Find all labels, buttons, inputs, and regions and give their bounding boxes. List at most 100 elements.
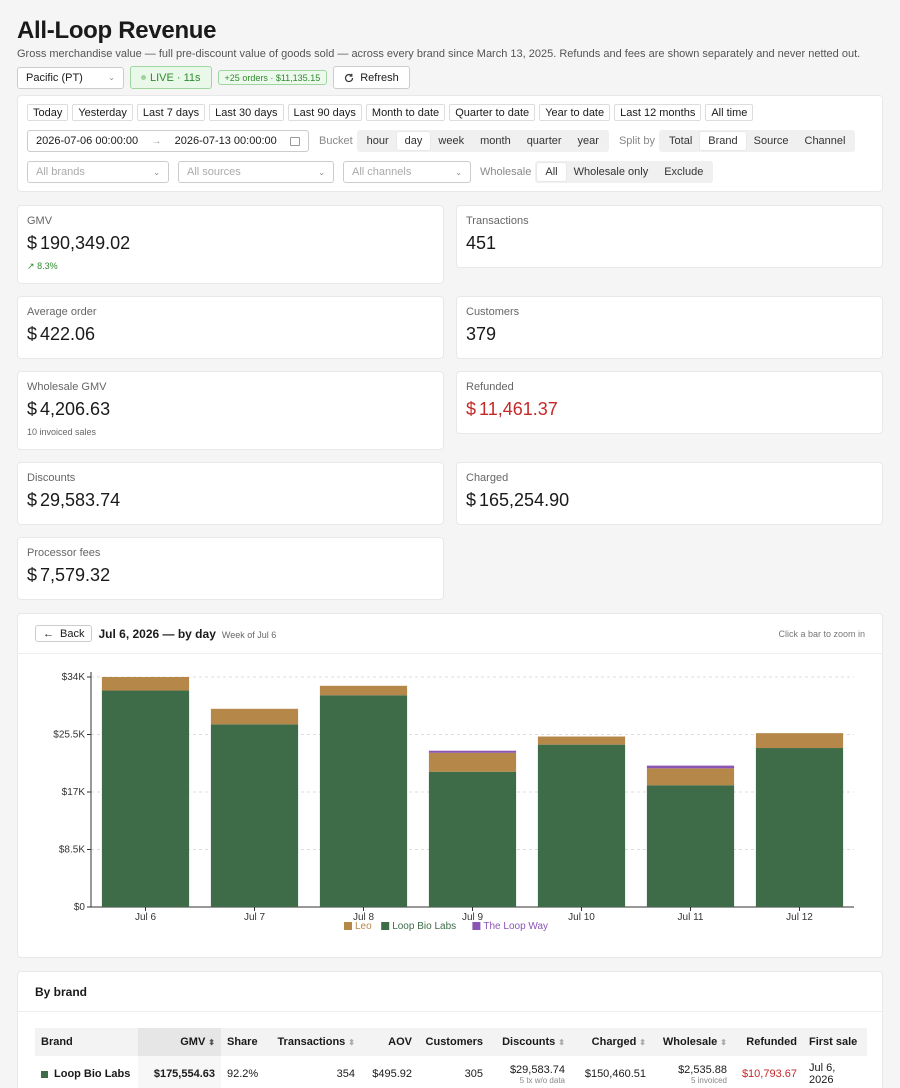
currency-symbol: $ <box>27 233 38 253</box>
split-channel[interactable]: Channel <box>804 135 846 147</box>
date-bucket-split-row: 2026-07-06 00:00:00 → 2026-07-13 00:00:0… <box>27 130 856 152</box>
range-last-90-days[interactable]: Last 90 days <box>287 104 362 121</box>
back-button[interactable]: ← Back <box>35 625 93 642</box>
col-gmv[interactable]: GMV ⬍ <box>138 1028 221 1056</box>
col-wholesale[interactable]: Wholesale ⬍ <box>652 1028 733 1056</box>
currency-symbol: $ <box>27 565 38 585</box>
bucket-day[interactable]: day <box>396 132 431 150</box>
refresh-label: Refresh <box>360 71 399 84</box>
range-today[interactable]: Today <box>27 104 69 121</box>
currency-symbol: $ <box>27 399 38 419</box>
refresh-button[interactable]: Refresh <box>333 66 410 89</box>
range-last-12-months[interactable]: Last 12 months <box>614 104 702 121</box>
wholesale-all[interactable]: All <box>537 163 566 181</box>
col-aov[interactable]: AOV <box>361 1028 418 1056</box>
bucket-week[interactable]: week <box>438 135 465 147</box>
col-discounts[interactable]: Discounts ⬍ <box>489 1028 571 1056</box>
sort-icon: ⬍ <box>558 1038 565 1047</box>
col-label: Charged <box>591 1036 637 1048</box>
cell-brand: Loop Bio Labs <box>35 1056 138 1088</box>
range-last-7-days[interactable]: Last 7 days <box>136 104 206 121</box>
range-quarter-to-date[interactable]: Quarter to date <box>449 104 536 121</box>
brands-dropdown[interactable]: All brands ⌄ <box>27 161 169 183</box>
delta-value: 8.3% <box>37 261 58 271</box>
wholesale-toggle: All Wholesale only Exclude <box>535 161 714 183</box>
col-charged[interactable]: Charged ⬍ <box>571 1028 652 1056</box>
bar-segment[interactable] <box>428 771 517 907</box>
col-share[interactable]: Share <box>221 1028 271 1056</box>
stat-value: $7,579.32 <box>27 565 434 586</box>
table-row[interactable]: Loop Bio Labs $175,554.63 92.2% 354 $495… <box>35 1056 867 1088</box>
bar-segment[interactable] <box>101 690 190 907</box>
col-refunded[interactable]: Refunded <box>733 1028 803 1056</box>
bar-segment[interactable] <box>537 736 626 745</box>
cell-first-sale: Jul 6, 2026 <box>809 1062 836 1086</box>
range-year-to-date[interactable]: Year to date <box>539 104 611 121</box>
stat-wholesale-gmv: Wholesale GMV $4,206.63 10 invoiced sale… <box>17 371 444 450</box>
split-brand[interactable]: Brand <box>700 132 746 150</box>
split-total[interactable]: Total <box>669 135 693 147</box>
col-brand[interactable]: Brand <box>35 1028 138 1056</box>
wholesale-only[interactable]: Wholesale only <box>573 166 649 178</box>
bar-segment[interactable] <box>428 750 517 753</box>
wholesale-exclude[interactable]: Exclude <box>664 166 704 178</box>
col-transactions[interactable]: Transactions ⬍ <box>271 1028 361 1056</box>
y-tick-label: $25.5K <box>53 730 85 741</box>
x-tick-label: Jul 11 <box>678 912 704 923</box>
range-last-30-days[interactable]: Last 30 days <box>209 104 284 121</box>
split-source[interactable]: Source <box>753 135 789 147</box>
col-label: Wholesale <box>662 1036 718 1048</box>
stat-label: GMV <box>27 215 53 227</box>
bucket-quarter[interactable]: quarter <box>526 135 562 147</box>
date-range-picker[interactable]: 2026-07-06 00:00:00 → 2026-07-13 00:00:0… <box>27 130 309 152</box>
timezone-select[interactable]: Pacific (PT) ⌄ <box>17 66 124 89</box>
col-label: Share <box>227 1036 258 1048</box>
bucket-hour[interactable]: hour <box>366 135 389 147</box>
x-tick-label: Jul 7 <box>244 912 266 923</box>
cell-transactions: 354 <box>336 1068 355 1080</box>
bar-segment[interactable] <box>646 768 735 786</box>
chart-header: ← Back Jul 6, 2026 — by day Week of Jul … <box>18 614 882 654</box>
split-label: Split by <box>618 135 656 147</box>
sort-icon: ⬍ <box>348 1038 355 1047</box>
legend-swatch <box>344 922 352 930</box>
stat-number: 165,254.90 <box>479 490 570 510</box>
stat-label: Wholesale GMV <box>27 381 107 393</box>
back-label: Back <box>60 627 85 640</box>
legend-label: Leo <box>355 921 372 932</box>
bar-segment[interactable] <box>755 748 844 907</box>
bar-segment[interactable] <box>319 695 408 907</box>
stat-number: 7,579.32 <box>40 565 111 585</box>
bar-segment[interactable] <box>537 744 626 907</box>
stat-customers: Customers 379 <box>456 296 883 359</box>
discounts-note: 5 tx w/o data <box>519 1075 565 1085</box>
brand-name: Loop Bio Labs <box>54 1068 131 1080</box>
currency-symbol: $ <box>27 490 38 510</box>
channels-dropdown[interactable]: All channels ⌄ <box>343 161 471 183</box>
bar-segment[interactable] <box>755 733 844 749</box>
bar-segment[interactable] <box>646 765 735 769</box>
bucket-month[interactable]: month <box>480 135 511 147</box>
bar-segment[interactable] <box>210 724 299 907</box>
x-tick-label: Jul 6 <box>135 912 157 923</box>
currency-symbol: $ <box>27 324 38 344</box>
bar-segment[interactable] <box>428 752 517 772</box>
range-all-time[interactable]: All time <box>705 104 754 121</box>
col-first-sale[interactable]: First sale <box>803 1028 867 1056</box>
range-month-to-date[interactable]: Month to date <box>365 104 446 121</box>
stat-value: $29,583.74 <box>27 490 434 511</box>
stacked-bar-chart: $0 $8.5K $17K $25.5K $34K Jul 6 Jul 7 Jul 8 Jul … <box>53 672 854 932</box>
bar-segment[interactable] <box>210 708 299 725</box>
range-yesterday[interactable]: Yesterday <box>72 104 133 121</box>
zoom-hint: Click a bar to zoom in <box>778 628 865 639</box>
x-tick-label: Jul 9 <box>462 912 484 923</box>
bucket-year[interactable]: year <box>577 135 599 147</box>
sources-dropdown[interactable]: All sources ⌄ <box>178 161 334 183</box>
x-tick-label: Jul 8 <box>353 912 375 923</box>
bar-segment[interactable] <box>319 685 408 696</box>
bar-segment[interactable] <box>646 785 735 907</box>
stat-value: $422.06 <box>27 324 434 345</box>
bar-segment[interactable] <box>101 677 190 691</box>
live-indicator[interactable]: LIVE · 11s <box>130 66 212 89</box>
col-customers[interactable]: Customers <box>418 1028 489 1056</box>
